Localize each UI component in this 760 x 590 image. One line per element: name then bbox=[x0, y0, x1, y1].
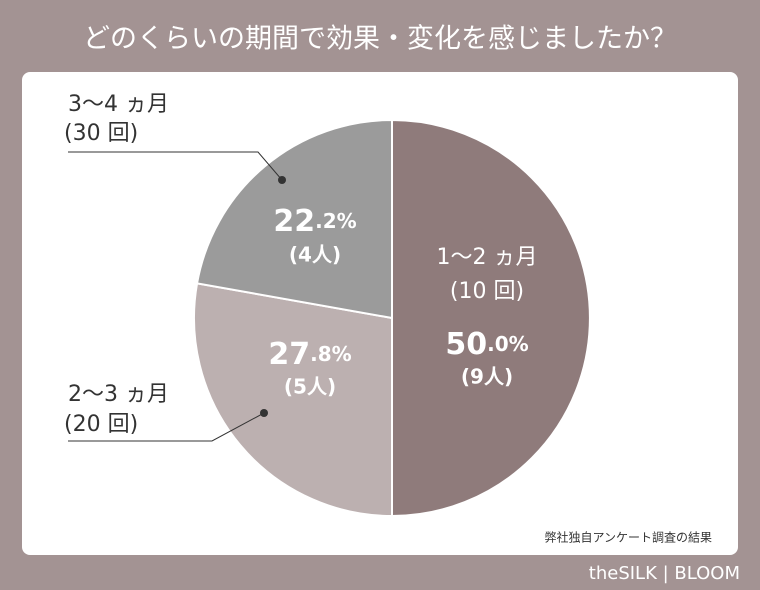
category-sublabel: (30 回) bbox=[64, 121, 138, 146]
pie-slice bbox=[195, 118, 393, 320]
count-label: (5人) bbox=[284, 375, 336, 399]
value-label: 22.2% bbox=[273, 204, 356, 239]
brand: theSILK | BLOOM bbox=[589, 563, 740, 584]
leader-line bbox=[68, 412, 265, 442]
value-label: 27.8% bbox=[268, 337, 351, 372]
value-label: 50.0% bbox=[445, 327, 528, 362]
pie-slice bbox=[391, 118, 591, 518]
category-label: 1〜2 ヵ月 bbox=[437, 245, 538, 270]
chart-title: どのくらいの期間で効果・変化を感じましたか？ bbox=[83, 24, 677, 55]
count-label: (9人) bbox=[461, 365, 513, 389]
leader-dot bbox=[278, 176, 286, 184]
source-note: 弊社独自アンケート調査の結果 bbox=[544, 530, 712, 545]
count-label: (4人) bbox=[289, 243, 341, 267]
category-sublabel: (20 回) bbox=[64, 412, 138, 437]
category-sublabel: (10 回) bbox=[450, 279, 524, 304]
category-label: 3〜4 ヵ月 bbox=[68, 92, 169, 117]
pie-slice bbox=[193, 282, 393, 518]
category-label: 2〜3 ヵ月 bbox=[68, 382, 169, 407]
leader-dot bbox=[260, 409, 268, 417]
leader-line bbox=[68, 151, 283, 181]
